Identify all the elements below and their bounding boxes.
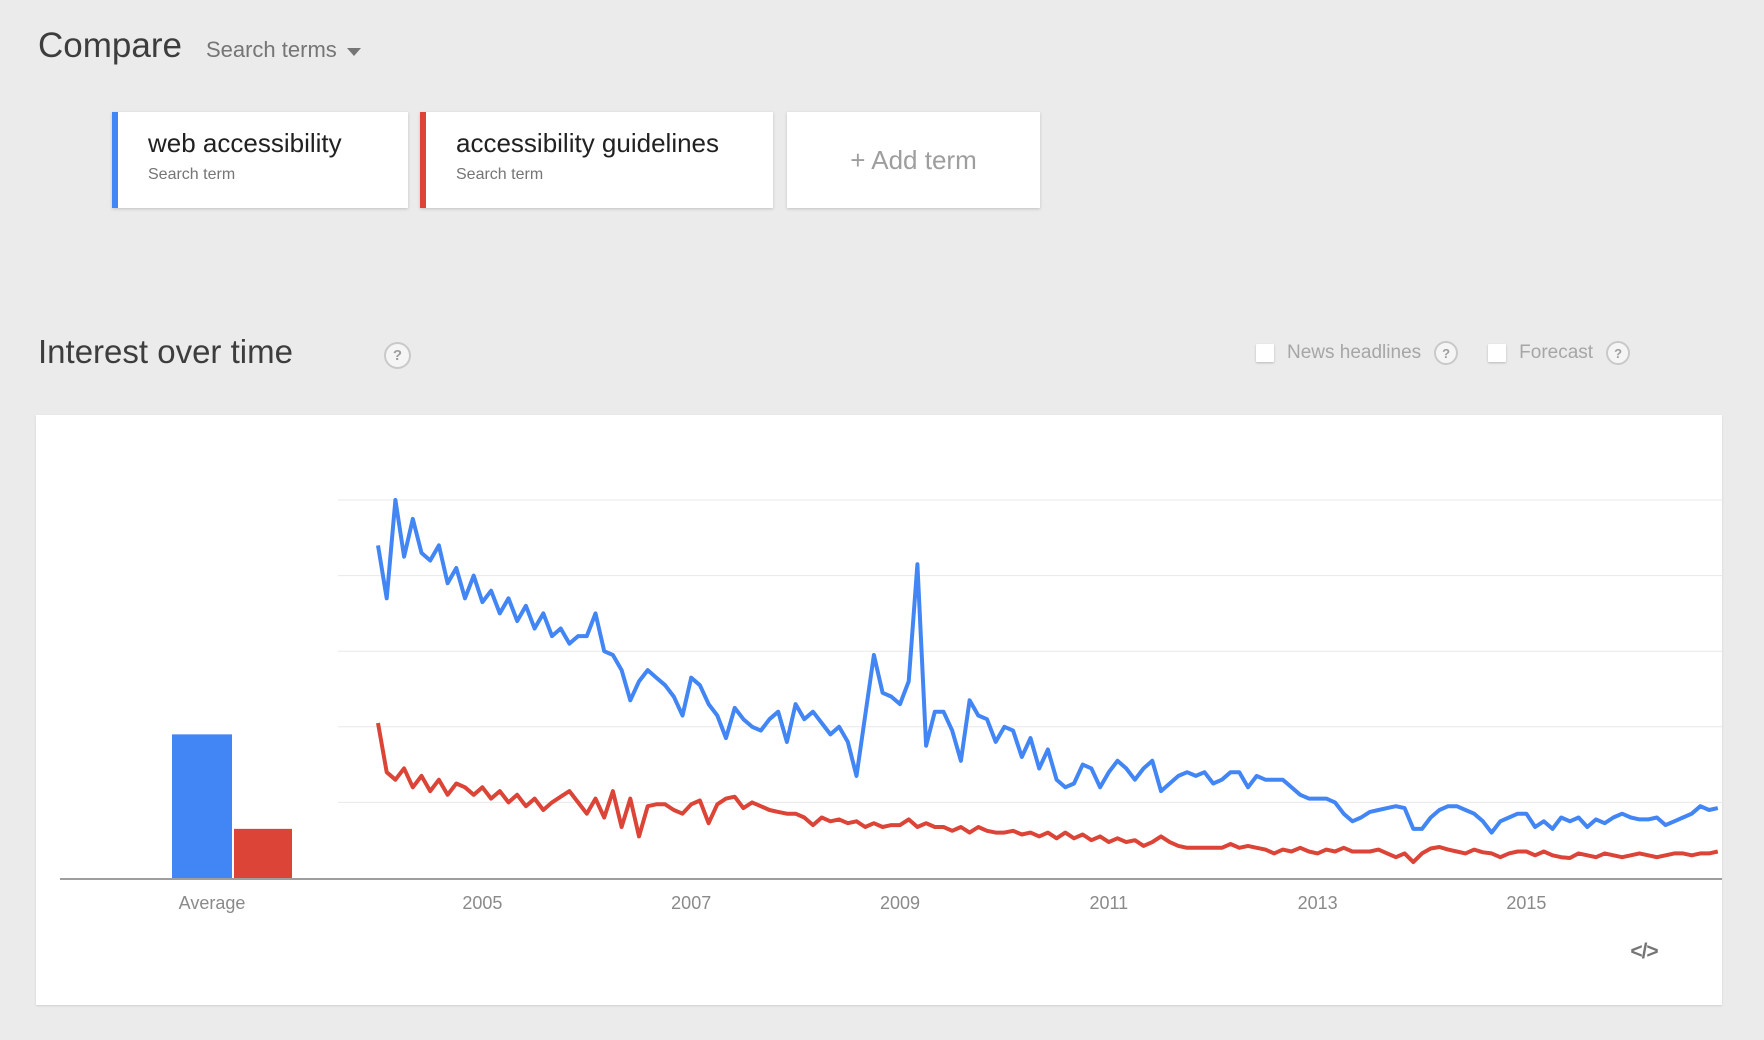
term-card-accessibility-guidelines[interactable]: accessibility guidelines Search term <box>420 112 773 208</box>
page-title: Compare <box>38 26 182 65</box>
news-headlines-checkbox[interactable] <box>1256 344 1274 362</box>
chart-options: News headlines ? Forecast ? <box>1256 340 1631 366</box>
term-type-label: Search term <box>148 166 236 183</box>
forecast-label: Forecast <box>1519 342 1594 363</box>
help-icon[interactable]: ? <box>384 342 411 369</box>
add-term-label: + Add term <box>850 144 977 175</box>
section-title: Interest over time <box>38 333 293 370</box>
add-term-button[interactable]: + Add term <box>787 112 1040 208</box>
average-label: Average <box>179 893 246 913</box>
x-tick-label: 2009 <box>880 893 920 913</box>
header: Compare Search terms <box>38 26 361 66</box>
average-bar[interactable] <box>172 734 232 878</box>
search-terms-dropdown-label: Search terms <box>205 37 337 62</box>
x-tick-label: 2015 <box>1506 893 1546 913</box>
forecast-checkbox[interactable] <box>1488 344 1507 362</box>
average-bar[interactable] <box>234 828 292 878</box>
term-type-label: Search term <box>456 166 544 183</box>
trend-line-0[interactable] <box>376 498 1719 835</box>
x-tick-label: 2013 <box>1298 893 1338 913</box>
trend-line-1[interactable] <box>376 722 1719 865</box>
embed-code-icon[interactable]: </> <box>1630 940 1658 963</box>
news-headlines-help-icon[interactable]: ? <box>1434 341 1459 365</box>
interest-over-time-panel: Average 2005 2007 2009 2011 2013 2015 </> <box>36 415 1722 1005</box>
forecast-help-icon[interactable]: ? <box>1606 341 1631 365</box>
caret-down-icon <box>346 48 361 56</box>
x-tick-label: 2005 <box>462 893 502 913</box>
x-tick-label: 2011 <box>1089 893 1128 913</box>
term-card-web-accessibility[interactable]: web accessibility Search term <box>112 112 408 208</box>
x-tick-label: 2007 <box>671 893 711 913</box>
search-terms-dropdown[interactable]: Search terms <box>206 37 361 63</box>
term-title: accessibility guidelines <box>456 128 720 158</box>
news-headlines-label: News headlines <box>1287 342 1422 363</box>
interest-chart-svg[interactable]: Average 2005 2007 2009 2011 2013 2015 <box>36 415 1722 1005</box>
term-title: web accessibility <box>148 128 342 158</box>
